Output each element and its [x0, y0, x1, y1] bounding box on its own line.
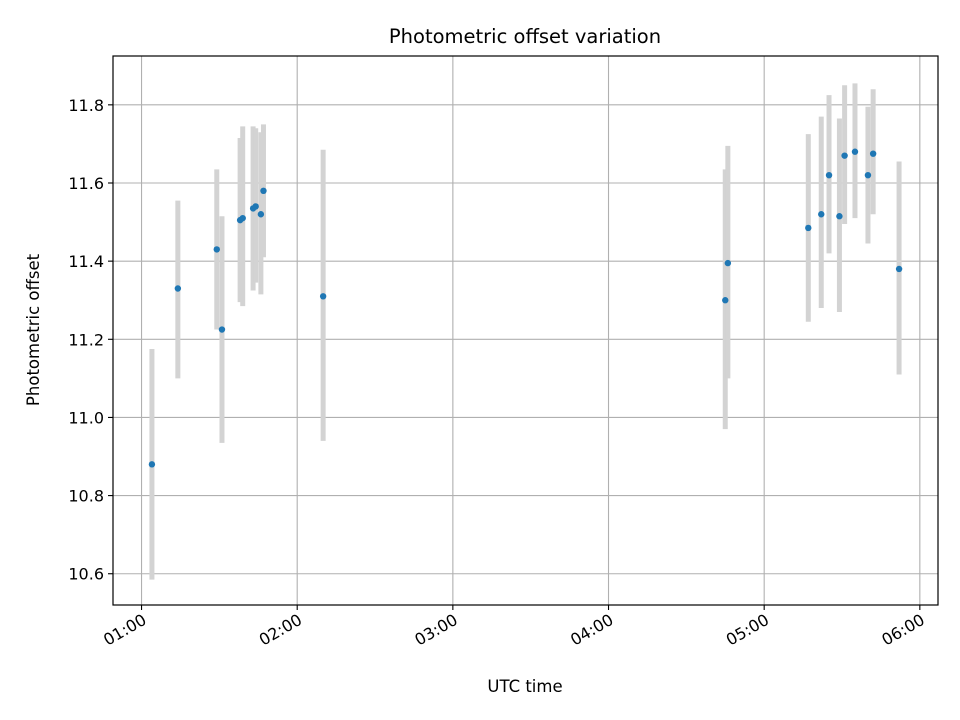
- y-tick-label: 11.2: [68, 330, 104, 349]
- data-point: [724, 259, 732, 267]
- data-point: [864, 171, 872, 179]
- data-point: [818, 211, 825, 218]
- y-tick-label: 11.6: [68, 174, 104, 193]
- data-point: [239, 214, 246, 222]
- data-point: [252, 203, 259, 210]
- data-point: [260, 187, 267, 195]
- data-point: [722, 297, 729, 304]
- y-axis-title: Photometric offset: [24, 253, 43, 406]
- data-points: [148, 148, 903, 468]
- grid-lines: [113, 56, 938, 605]
- axis-ticks: 10.610.811.011.211.411.611.801:00 02:00 03…: [68, 96, 927, 650]
- data-point: [805, 224, 812, 232]
- data-point: [174, 285, 182, 292]
- y-tick-label: 10.8: [68, 487, 104, 506]
- y-tick-label: 11.8: [68, 96, 104, 115]
- data-point: [836, 213, 843, 220]
- data-point: [869, 150, 877, 157]
- data-point: [257, 211, 265, 218]
- plot-frame: [112, 55, 939, 606]
- chart-title: Photometric offset variation: [389, 25, 661, 48]
- y-tick-label: 10.6: [68, 565, 104, 584]
- y-tick-label: 11.0: [68, 408, 104, 427]
- data-point: [841, 152, 848, 159]
- data-point: [213, 246, 220, 253]
- data-point: [825, 171, 833, 179]
- data-point: [319, 293, 327, 300]
- x-axis-title: UTC time: [487, 677, 562, 696]
- y-tick-label: 11.4: [68, 252, 104, 271]
- data-point: [895, 265, 903, 273]
- data-point: [148, 461, 156, 468]
- data-point: [218, 326, 226, 333]
- data-point: [851, 148, 859, 155]
